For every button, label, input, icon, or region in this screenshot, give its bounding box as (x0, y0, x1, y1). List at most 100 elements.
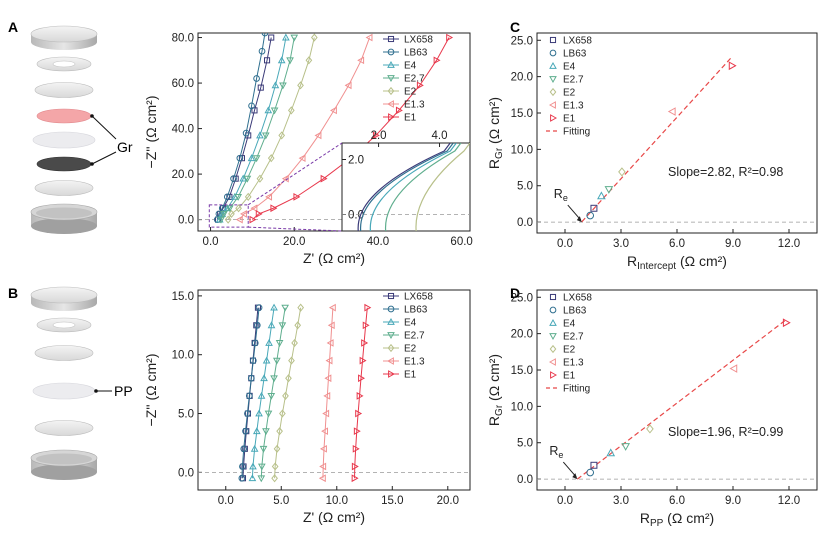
chart-b-point-e4-1 (249, 462, 257, 470)
chart-b-ytick-label-3: 15.0 (172, 291, 194, 303)
chart-a-point-lx658-10 (268, 34, 275, 41)
chart-a-point-e1-6 (372, 131, 380, 140)
chart-b-series-line-e1-3 (322, 307, 334, 479)
chart-a-point-lb63-10 (261, 33, 269, 37)
chart-c-legend-label-e4: E4 (563, 62, 576, 73)
chart-a-point-e1-3-3 (265, 193, 273, 201)
chart-b-point-lb63-10 (255, 304, 263, 311)
chart-d-legend-marker-lb63 (549, 306, 557, 314)
chart-b-point-lb63-4 (244, 410, 251, 417)
chart-b: 0.0 5.0 10.0 15.0 20.0 0.0 5.0 10.0 15.0 Z' (Ω cm… (143, 289, 471, 525)
chart-a-point-e4-4 (239, 174, 248, 182)
spring-ring-a (36, 56, 92, 72)
inset-connector-top (247, 142, 343, 206)
chart-a-point-e2-7-8 (279, 82, 287, 90)
chart-c-re-label: Re (554, 187, 568, 203)
chart-c-legend-marker-e1 (550, 114, 558, 122)
chart-a-point-e1-0 (249, 215, 257, 224)
chart-b-point-e1-2 (352, 444, 360, 453)
pointer-line-a1 (91, 115, 117, 140)
chart-b-point-e1-3-1 (319, 462, 327, 471)
chart-b-point-e2-7-7 (272, 357, 281, 365)
chart-b-point-e2-7-4 (264, 410, 273, 418)
chart-c-legend-label-e1-3: E1.3 (563, 101, 584, 112)
chart-d-ylabel: RGr (Ω cm²) (486, 354, 505, 426)
chart-a-point-e2-8 (297, 81, 304, 90)
chart-a-legend-label-e1-3: E1.3 (404, 100, 425, 111)
chart-b-point-e1-3-9 (327, 321, 335, 330)
chart-b-point-e4-10 (270, 303, 278, 311)
chart-d-point-e2 (646, 424, 654, 434)
chart-a-point-e1-2 (270, 204, 278, 213)
chart-c-ytick-label-5: 25.0 (511, 35, 533, 47)
cap-bottom-a (30, 203, 98, 234)
inset-xtick-label-0: 2.0 (371, 130, 387, 142)
chart-b-point-e2-9 (294, 321, 302, 330)
chart-a-xtick-label-1: 20.0 (283, 236, 305, 248)
graphite-disc-a (36, 108, 92, 124)
chart-b-point-e1-9 (362, 321, 370, 330)
chart-c-xtick-label-3: 9.0 (725, 238, 741, 250)
chart-a-point-e2-9 (305, 56, 313, 65)
chart-b-point-e2-7-3 (262, 428, 270, 436)
chart-a-point-lx658-8 (257, 84, 264, 91)
chart-c-point-e1 (728, 61, 737, 71)
chart-a-xlabel: Z' (Ω cm²) (303, 250, 365, 266)
chart-b-xlabel: Z' (Ω cm²) (303, 509, 365, 525)
chart-d-ytick-label-1: 5.0 (517, 438, 533, 450)
chart-a-point-e1-3-5 (298, 154, 306, 163)
chart-a-xtick-label-3: 60.0 (450, 236, 472, 248)
inset-xtick-label-1: 4.0 (432, 130, 448, 142)
chart-b-point-e1-1 (351, 462, 359, 471)
chart-b-point-lb63-8 (251, 339, 259, 347)
chart-a-legend-label-lx658: LX658 (404, 35, 433, 46)
chart-a-point-e2-0 (224, 215, 232, 224)
chart-b-ytick-label-1: 5.0 (178, 409, 194, 421)
chart-b-point-e2-8 (291, 338, 298, 348)
chart-b-point-e1-3-8 (326, 339, 334, 347)
chart-c-legend-marker-lb63 (549, 49, 557, 57)
chart-c-xtick-label-1: 3.0 (613, 238, 629, 250)
chart-b-point-e2-5 (282, 391, 289, 400)
chart-d-legend-label-lb63: LB63 (563, 306, 587, 317)
chart-a-legend-label-lb63: LB63 (404, 48, 428, 59)
chart-c-legend-fit-label: Fitting (563, 127, 590, 138)
chart-a-point-lx658-7 (251, 107, 258, 114)
chart-a-ytick-label-2: 40.0 (172, 124, 194, 136)
spring-ring-b (36, 317, 92, 333)
chart-a-point-e1-3-0 (235, 215, 243, 224)
chart-d-legend-marker-e2-7 (549, 333, 557, 341)
spacer-a (34, 82, 94, 98)
chart-d-point-e1-3 (729, 364, 738, 373)
inset-ytick-label-1: 2.0 (348, 155, 364, 167)
inset-plot-area (357, 143, 470, 231)
chart-b-point-e2-1 (271, 462, 279, 471)
pointer-dot-a2 (90, 162, 94, 166)
cell-stack-a: Gr (30, 25, 133, 234)
chart-c-point-e4 (597, 191, 606, 200)
chart-b-series-line-e4 (251, 307, 275, 479)
pp-label: PP (114, 383, 133, 399)
chart-c-xtick-label-0: 0.0 (557, 238, 573, 250)
chart-c-ytick-label-3: 15.0 (511, 108, 533, 120)
cap-bottom-b (30, 449, 98, 480)
chart-b-point-e2-7 (288, 356, 295, 365)
chart-a-series-line-e2 (227, 37, 315, 220)
chart-a-point-e2-10 (310, 33, 318, 42)
chart-c: 0.0 3.0 6.0 9.0 12.0 0.0 5.0 10.0 15.0 20.0 25.0 LX… (486, 32, 818, 272)
chart-b-point-e2-7-0 (257, 475, 266, 483)
chart-d-fit-annotation: Slope=1.96, R²=0.99 (668, 425, 783, 439)
separator-b (32, 382, 96, 400)
chart-a-point-e4-10 (282, 33, 290, 41)
chart-b-point-e4-8 (265, 338, 273, 346)
chart-a-point-e1-3-9 (357, 56, 365, 65)
chart-b-point-e1-3 (353, 427, 361, 436)
chart-b-plot-area (238, 303, 372, 483)
chart-a-xtick-label-0: 0.0 (203, 236, 219, 248)
chart-b-point-lb63-0 (238, 474, 246, 482)
chart-b-point-e1-7 (359, 356, 367, 365)
chart-d-legend-fit-label: Fitting (563, 384, 590, 395)
chart-a-point-e2-7 (287, 106, 295, 115)
chart-d-legend-marker-lx658 (549, 293, 557, 301)
